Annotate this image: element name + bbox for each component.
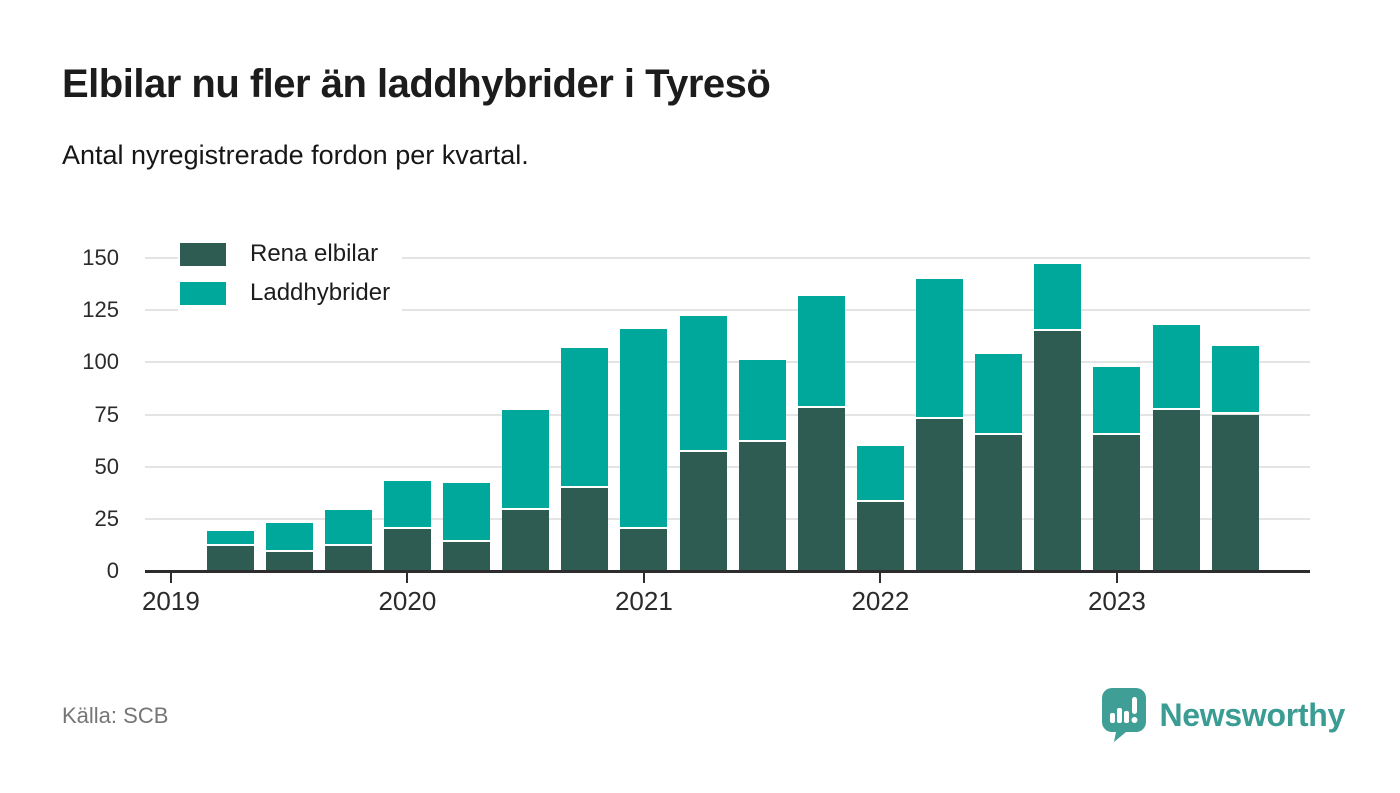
bar-segment-elbilar: [265, 552, 313, 571]
bar-segment-laddhybrider: [561, 347, 609, 486]
bar-segment-laddhybrider: [916, 278, 963, 417]
bar-segment-elbilar: [1211, 414, 1259, 571]
grid-line: [145, 413, 1310, 416]
legend-item-laddhybrider: Laddhybrider: [180, 279, 390, 307]
x-tick-label: 2020: [378, 586, 437, 616]
bar-segment-laddhybrider: [1152, 324, 1200, 409]
x-tick-label: 2022: [851, 586, 910, 616]
newsworthy-icon: [1101, 688, 1146, 742]
x-tick-label: 2019: [141, 586, 200, 616]
legend-swatch-laddhybrider: [180, 281, 226, 305]
bar-segment-laddhybrider: [502, 410, 550, 509]
bar-segment-elbilar: [383, 529, 431, 571]
page-title: Elbilar nu fler än laddhybrider i Tyresö: [62, 62, 771, 106]
bar-segment-elbilar: [1034, 331, 1082, 571]
grid-line: [145, 465, 1310, 468]
bar-segment-elbilar: [916, 418, 963, 571]
bar-segment-elbilar: [206, 545, 254, 571]
x-tick-label: 2023: [1087, 586, 1146, 616]
x-axis-tick: [406, 572, 409, 583]
y-tick-label: 50: [94, 453, 119, 479]
y-tick-label: 0: [106, 558, 119, 583]
bar-segment-elbilar: [1152, 410, 1200, 571]
bar-segment-laddhybrider: [1211, 345, 1259, 413]
bar-segment-elbilar: [1093, 435, 1141, 571]
y-tick-label: 25: [94, 505, 119, 531]
y-tick-label: 100: [82, 349, 119, 375]
bar-segment-elbilar: [443, 541, 490, 571]
x-axis-tick: [1115, 572, 1118, 583]
legend-item-elbilar: Rena elbilar: [180, 240, 390, 268]
bar-segment-laddhybrider: [1034, 264, 1082, 330]
chart-legend: Rena elbilar Laddhybrider: [178, 238, 403, 320]
bar-segment-elbilar: [797, 408, 845, 571]
bar-segment-laddhybrider: [797, 295, 845, 407]
bar-segment-laddhybrider: [206, 531, 254, 544]
bar-segment-laddhybrider: [620, 328, 668, 528]
bar-segment-elbilar: [324, 545, 372, 571]
bar-segment-laddhybrider: [383, 481, 431, 528]
bar-segment-laddhybrider: [443, 483, 490, 540]
bar-segment-elbilar: [679, 452, 727, 571]
grid-line: [145, 361, 1310, 364]
x-axis-tick: [169, 572, 172, 583]
bar-segment-elbilar: [561, 487, 609, 571]
x-axis-tick: [642, 572, 645, 583]
grid-line: [145, 257, 1310, 259]
y-tick-label: 75: [94, 401, 119, 427]
y-tick-label: 150: [82, 245, 119, 270]
bar-segment-laddhybrider: [738, 360, 786, 440]
bar-segment-elbilar: [975, 435, 1023, 571]
x-axis-line: [145, 569, 1310, 573]
legend-label: Rena elbilar: [250, 240, 379, 267]
bar-segment-elbilar: [620, 529, 668, 571]
grid-line: [145, 517, 1310, 520]
y-tick-label: 125: [82, 297, 119, 323]
brand-name: Newsworthy: [1159, 696, 1346, 733]
legend-swatch-elbilar: [180, 242, 226, 266]
bar-segment-laddhybrider: [975, 353, 1023, 434]
bar-segment-laddhybrider: [1093, 366, 1141, 434]
chart-subtitle: Antal nyregistrerade fordon per kvartal.: [62, 140, 529, 170]
bar-segment-elbilar: [856, 502, 904, 571]
bar-segment-laddhybrider: [679, 316, 727, 451]
brand-logo: Newsworthy: [1101, 688, 1346, 742]
bar-segment-elbilar: [738, 441, 786, 571]
x-axis-tick: [879, 572, 882, 583]
grid-line: [145, 309, 1310, 312]
bar-segment-laddhybrider: [856, 445, 904, 501]
bar-segment-elbilar: [502, 510, 550, 571]
bar-segment-laddhybrider: [265, 523, 313, 551]
legend-label: Laddhybrider: [250, 279, 391, 306]
x-tick-label: 2021: [614, 586, 673, 616]
source-credit: Källa: SCB: [62, 703, 169, 728]
bar-segment-laddhybrider: [324, 510, 372, 544]
